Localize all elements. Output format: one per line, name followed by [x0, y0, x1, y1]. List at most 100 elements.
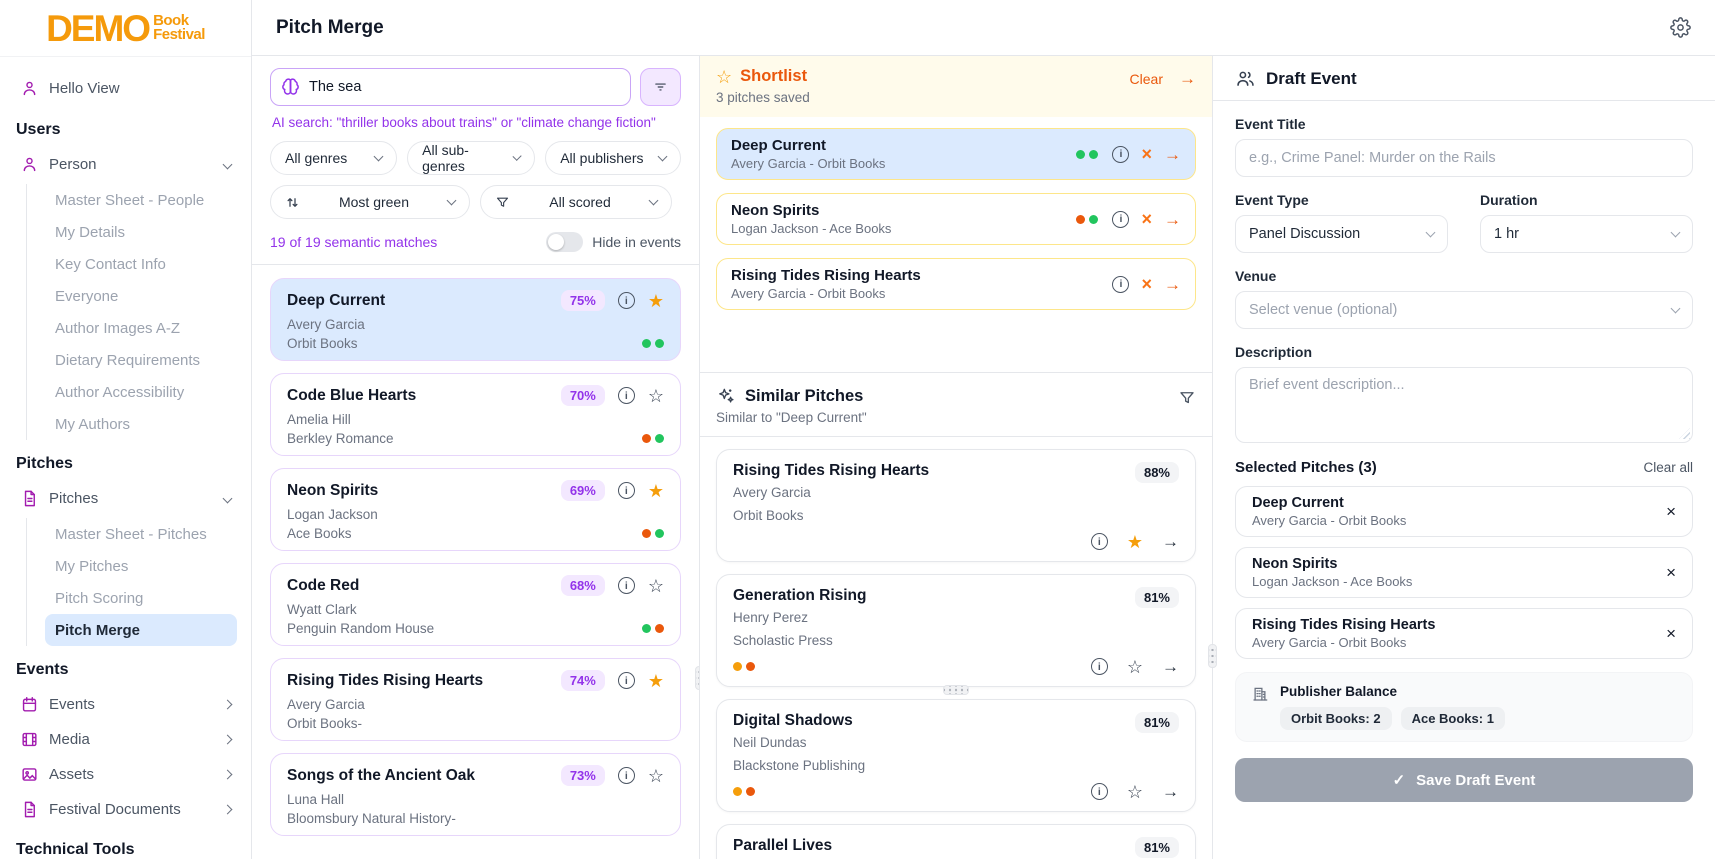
event-title-input[interactable]	[1235, 139, 1693, 177]
sidebar-subitem[interactable]: Dietary Requirements	[45, 344, 237, 376]
shortlist-item[interactable]: Neon Spirits Logan Jackson - Ace Books i…	[716, 193, 1196, 245]
app-logo: DEMO Book Festival	[0, 0, 251, 57]
star-icon[interactable]: ☆	[647, 765, 664, 786]
info-icon[interactable]: i	[1090, 533, 1108, 550]
similar-pitch-card[interactable]: Generation Rising 81% Henry Perez Schola…	[716, 574, 1196, 687]
info-icon[interactable]: i	[617, 672, 635, 689]
info-icon[interactable]: i	[617, 387, 635, 404]
info-icon[interactable]: i	[1112, 275, 1130, 293]
send-arrow-icon[interactable]: →	[1164, 144, 1181, 164]
info-icon[interactable]: i	[1112, 210, 1130, 228]
calendar-icon	[22, 697, 37, 712]
description-textarea[interactable]	[1235, 367, 1693, 443]
send-arrow-icon[interactable]: →	[1164, 274, 1181, 294]
sidebar-subitem[interactable]: Author Images A-Z	[45, 312, 237, 344]
info-icon[interactable]: i	[1090, 783, 1108, 800]
sidebar-subitem[interactable]: My Authors	[45, 408, 237, 440]
info-icon[interactable]: i	[1112, 145, 1130, 163]
sidebar-item-person[interactable]: Person	[14, 147, 237, 182]
shortlist-item[interactable]: Rising Tides Rising Hearts Avery Garcia …	[716, 258, 1196, 310]
remove-icon[interactable]: ×	[1141, 209, 1152, 229]
search-filter-button[interactable]	[640, 68, 681, 106]
sidebar-subitem[interactable]: My Pitches	[45, 550, 237, 582]
info-icon[interactable]: i	[617, 482, 635, 499]
remove-icon[interactable]: ×	[1666, 502, 1676, 521]
pitch-card[interactable]: Code Blue Hearts 70% i ☆ Amelia Hill Ber…	[270, 373, 681, 456]
info-icon[interactable]: i	[617, 292, 635, 309]
sidebar-subitem[interactable]: My Details	[45, 216, 237, 248]
add-arrow-icon[interactable]: →	[1162, 532, 1179, 551]
sidebar-section-pitches: Pitches	[16, 455, 73, 472]
remove-icon[interactable]: ×	[1141, 144, 1152, 164]
add-arrow-icon[interactable]: →	[1162, 782, 1179, 801]
panel-resize-handle[interactable]	[943, 685, 969, 695]
star-icon[interactable]: ★	[647, 480, 664, 501]
remove-icon[interactable]: ×	[1666, 624, 1676, 643]
star-icon[interactable]: ★	[647, 670, 664, 691]
clear-all-button[interactable]: Clear all	[1643, 460, 1693, 475]
status-dot	[1076, 214, 1086, 224]
column-resize-handle[interactable]	[1208, 644, 1217, 668]
sidebar-item-pitches[interactable]: Pitches	[14, 481, 237, 516]
sidebar-subitem[interactable]: Master Sheet - People	[45, 184, 237, 216]
sidebar-subitem[interactable]: Pitch Scoring	[45, 582, 237, 614]
column-resize-handle[interactable]	[695, 666, 699, 690]
sidebar-subitem[interactable]: Author Accessibility	[45, 376, 237, 408]
sidebar-item-assets[interactable]: Assets	[14, 757, 237, 792]
info-icon[interactable]: i	[1090, 658, 1108, 675]
venue-select[interactable]: Select venue (optional)	[1235, 291, 1693, 329]
similar-items: Rising Tides Rising Hearts 88% Avery Gar…	[700, 437, 1212, 859]
pitch-card[interactable]: Rising Tides Rising Hearts 74% i ★ Avery…	[270, 658, 681, 741]
star-icon[interactable]: ★	[647, 290, 664, 311]
sidebar-item-events[interactable]: Events	[14, 687, 237, 722]
sidebar-subitem[interactable]: Master Sheet - Pitches	[45, 518, 237, 550]
save-draft-event-button[interactable]: ✓ Save Draft Event	[1235, 758, 1693, 802]
shortlist-item[interactable]: Deep Current Avery Garcia - Orbit Books …	[716, 128, 1196, 180]
star-icon[interactable]: ☆	[1126, 781, 1143, 802]
sidebar-subitem-label: My Pitches	[55, 557, 129, 575]
send-arrow-icon[interactable]: →	[1164, 209, 1181, 229]
status-dots	[642, 624, 664, 633]
genres-dropdown[interactable]: All genres	[270, 141, 398, 175]
star-icon[interactable]: ☆	[647, 385, 664, 406]
shortlist-clear-button[interactable]: Clear	[1129, 70, 1163, 87]
pitch-card[interactable]: Deep Current 75% i ★ Avery Garcia Orbit …	[270, 278, 681, 361]
gear-icon[interactable]	[1670, 17, 1691, 38]
event-type-select[interactable]: Panel Discussion	[1235, 215, 1448, 253]
similar-pitch-card[interactable]: Parallel Lives 81% Stephanie Nielsen Tor…	[716, 824, 1196, 859]
pitch-card[interactable]: Songs of the Ancient Oak 73% i ☆ Luna Ha…	[270, 753, 681, 836]
sidebar-subitem[interactable]: Everyone	[45, 280, 237, 312]
star-icon[interactable]: ☆	[1126, 656, 1143, 677]
hide-in-events-toggle[interactable]	[546, 232, 584, 252]
sidebar-item-hello-view[interactable]: Hello View	[14, 71, 237, 106]
star-icon[interactable]: ★	[1126, 531, 1143, 552]
sidebar-subitem[interactable]: Key Contact Info	[45, 248, 237, 280]
info-icon[interactable]: i	[617, 767, 635, 784]
sidebar-item-festival-documents[interactable]: Festival Documents	[14, 792, 237, 827]
pitch-card[interactable]: Neon Spirits 69% i ★ Logan Jackson Ace B…	[270, 468, 681, 551]
duration-select[interactable]: 1 hr	[1480, 215, 1693, 253]
remove-icon[interactable]: ×	[1666, 563, 1676, 582]
sort-dropdown[interactable]: Most green	[270, 185, 470, 219]
sidebar-subitem-label: My Details	[55, 223, 126, 241]
publisher-balance-content: Publisher Balance Orbit Books: 2 Ace Boo…	[1280, 684, 1505, 730]
subgenres-dropdown[interactable]: All sub-genres	[407, 141, 536, 175]
search-input[interactable]	[270, 68, 631, 106]
resize-handle-icon[interactable]	[1679, 428, 1690, 439]
remove-icon[interactable]: ×	[1141, 274, 1152, 294]
pitch-card-footer: Penguin Random House	[287, 621, 664, 636]
funnel-icon[interactable]	[1178, 389, 1196, 407]
similar-pitch-card[interactable]: Digital Shadows 81% Neil Dundas Blacksto…	[716, 699, 1196, 812]
sort-dropdown-row: Most green All scored	[270, 185, 681, 219]
sidebar-item-media[interactable]: Media	[14, 722, 237, 757]
sidebar-subitem[interactable]: Pitch Merge	[45, 614, 237, 646]
add-arrow-icon[interactable]: →	[1162, 657, 1179, 676]
people-icon	[1237, 71, 1254, 86]
info-icon[interactable]: i	[617, 577, 635, 594]
pitch-card[interactable]: Code Red 68% i ☆ Wyatt Clark Penguin Ran…	[270, 563, 681, 646]
shortlist-send-arrow-icon[interactable]: →	[1179, 69, 1196, 88]
scored-dropdown[interactable]: All scored	[480, 185, 672, 219]
publishers-dropdown[interactable]: All publishers	[545, 141, 681, 175]
similar-pitch-card[interactable]: Rising Tides Rising Hearts 88% Avery Gar…	[716, 449, 1196, 562]
star-icon[interactable]: ☆	[647, 575, 664, 596]
